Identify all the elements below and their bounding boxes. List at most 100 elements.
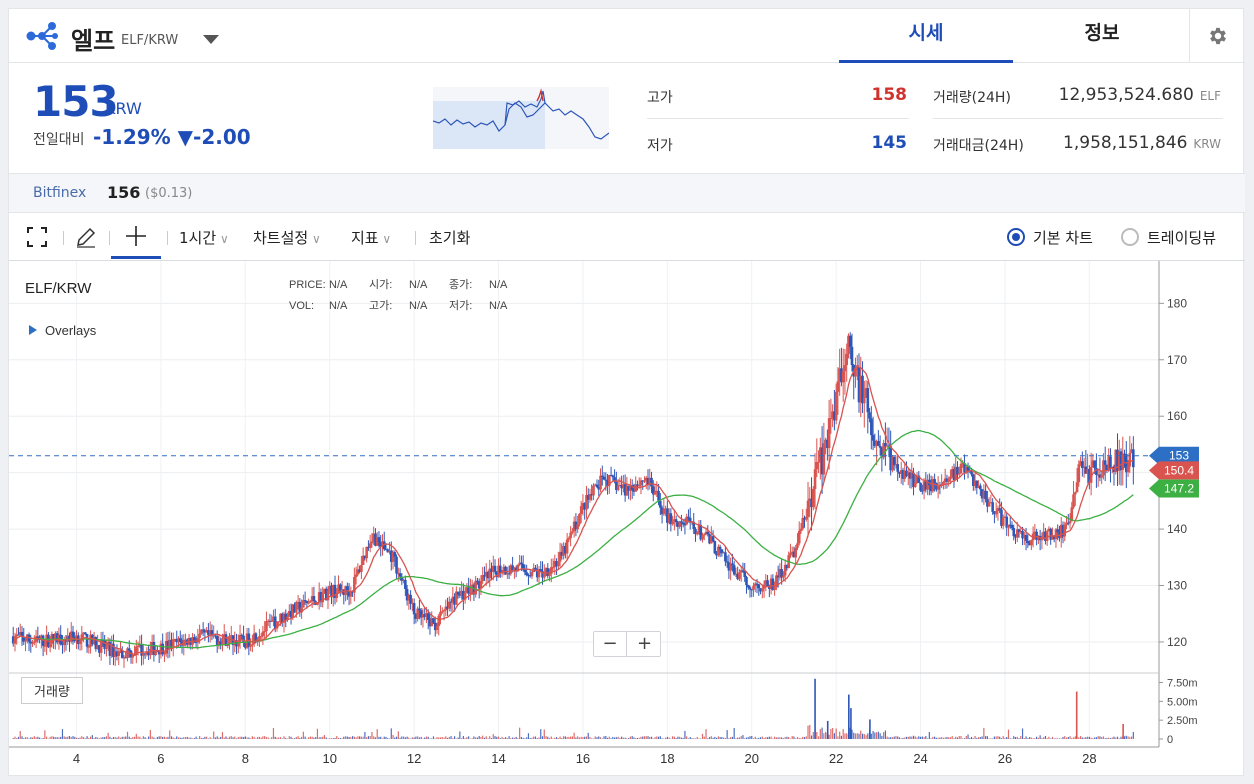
- candle-body: [1065, 522, 1068, 525]
- candle-body: [1063, 524, 1067, 537]
- candle-body: [567, 538, 571, 540]
- candle-body: [287, 610, 291, 617]
- candle-body: [474, 580, 477, 595]
- coin-dropdown-caret-icon[interactable]: [203, 35, 219, 44]
- candle-body: [725, 561, 729, 563]
- candle-body: [347, 591, 351, 597]
- candle-body: [966, 466, 970, 471]
- overlays-toggle-icon[interactable]: [29, 325, 37, 335]
- candle-body: [201, 629, 205, 631]
- candle-body: [105, 645, 108, 649]
- basic-chart-label[interactable]: 기본 차트: [1033, 229, 1093, 247]
- volume-toggle-button[interactable]: 거래량: [21, 677, 83, 704]
- candle-body: [627, 485, 630, 491]
- x-tick-label: 22: [829, 751, 843, 766]
- candle-body: [625, 485, 629, 496]
- candle-body: [537, 569, 541, 578]
- candle-body: [159, 643, 163, 655]
- candlestick-chart[interactable]: 1201301401501601701804681012141618202224…: [9, 261, 1245, 777]
- candle-body: [994, 511, 998, 515]
- legend-vol-label: VOL:: [289, 300, 314, 312]
- candle-body: [857, 367, 861, 403]
- candle-body: [497, 565, 500, 578]
- candle-body: [24, 640, 27, 642]
- candle-body: [78, 640, 82, 644]
- candle-body: [1042, 531, 1045, 538]
- candle-body: [820, 447, 824, 475]
- candle-body: [736, 573, 739, 580]
- candle-body: [583, 503, 587, 510]
- zoom-out-button[interactable]: −: [594, 632, 627, 656]
- candle-body: [520, 562, 523, 565]
- candle-body: [972, 474, 975, 486]
- zoom-in-button[interactable]: +: [636, 633, 653, 654]
- candle-body: [521, 564, 525, 570]
- tradingview-label[interactable]: 트레이딩뷰: [1147, 229, 1217, 247]
- candle-body: [112, 643, 115, 657]
- candle-body: [215, 636, 219, 645]
- basic-chart-radio[interactable]: [1007, 228, 1025, 246]
- candle-body: [711, 536, 715, 541]
- candle-body: [534, 567, 537, 572]
- chart-settings-dropdown[interactable]: 차트설정 ∨: [253, 227, 321, 248]
- candle-body: [451, 596, 455, 603]
- tab-price[interactable]: 시세: [839, 9, 1013, 63]
- candle-body: [55, 633, 59, 643]
- candle-body: [15, 634, 19, 637]
- candle-body: [414, 614, 418, 619]
- candle-body: [1130, 449, 1133, 454]
- candle-body: [574, 521, 578, 530]
- candle-body: [692, 521, 696, 529]
- candle-body: [507, 573, 511, 575]
- candle-body: [1008, 524, 1012, 526]
- interval-dropdown[interactable]: 1시간 ∨: [179, 227, 229, 248]
- candle-body: [609, 475, 613, 477]
- indicators-label: 지표: [351, 229, 379, 247]
- candle-body: [333, 584, 337, 599]
- indicators-dropdown[interactable]: 지표 ∨: [351, 227, 391, 248]
- candle-body: [418, 608, 421, 611]
- candle-body: [152, 641, 156, 655]
- x-tick-label: 10: [322, 751, 336, 766]
- candle-body: [586, 495, 590, 500]
- candle-body: [572, 521, 576, 532]
- candle-body: [715, 553, 718, 556]
- candle-body: [286, 616, 289, 620]
- fullscreen-icon[interactable]: [27, 227, 47, 247]
- candle-body: [342, 589, 346, 596]
- candle-body: [542, 574, 546, 578]
- crosshair-button[interactable]: [111, 213, 161, 259]
- candle-body: [124, 657, 128, 659]
- candle-body: [142, 653, 145, 656]
- candle-body: [506, 573, 509, 575]
- candle-body: [1035, 531, 1038, 540]
- candle-body: [1028, 543, 1031, 546]
- chart-area[interactable]: 1201301401501601701804681012141618202224…: [9, 261, 1245, 777]
- exchange-name[interactable]: Bitfinex: [33, 185, 87, 201]
- candle-body: [1077, 464, 1081, 483]
- candle-body: [154, 649, 157, 655]
- candle-body: [676, 522, 680, 527]
- overlays-toggle[interactable]: Overlays: [45, 323, 97, 338]
- x-tick-label: 14: [491, 751, 505, 766]
- candle-body: [687, 516, 690, 518]
- pencil-icon[interactable]: [75, 226, 97, 248]
- candle-body: [490, 568, 493, 573]
- candle-body: [613, 477, 616, 482]
- settings-button[interactable]: [1189, 9, 1245, 63]
- stat-divider: [647, 118, 909, 119]
- candle-body: [738, 572, 741, 580]
- candle-body: [1026, 540, 1030, 544]
- tab-info[interactable]: 정보: [1084, 22, 1120, 44]
- tradingview-radio[interactable]: [1121, 228, 1139, 246]
- candle-body: [61, 644, 64, 646]
- candle-body: [409, 594, 412, 604]
- candle-body: [316, 602, 319, 605]
- candle-body: [458, 594, 462, 596]
- candle-body: [908, 472, 912, 479]
- reset-button[interactable]: 초기화: [429, 229, 471, 247]
- candle-body: [887, 445, 891, 447]
- legend-close-label: 종가:: [449, 278, 472, 291]
- ma-long-badge: 147.2: [1164, 481, 1194, 495]
- candle-body: [739, 570, 743, 573]
